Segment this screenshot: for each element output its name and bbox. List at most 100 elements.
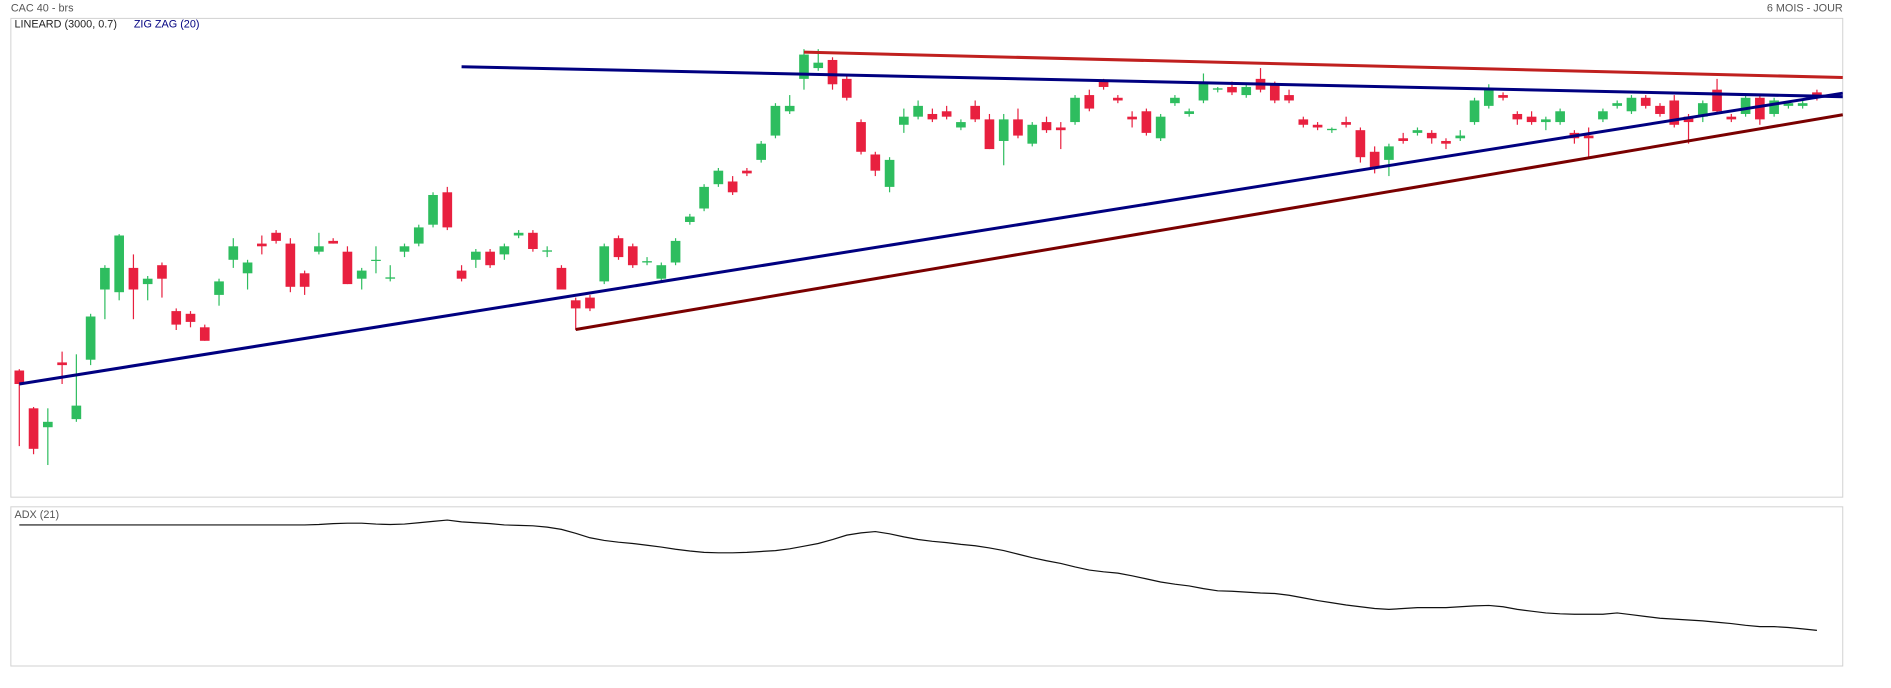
- candle-body: [1755, 97, 1765, 120]
- candle-body: [1640, 97, 1651, 106]
- legend-entry: LINEARD (3000, 0.7): [14, 18, 116, 30]
- candle-body: [642, 261, 652, 263]
- candle-body: [1013, 119, 1023, 136]
- candle-body: [1341, 122, 1351, 125]
- candle-body: [599, 246, 610, 282]
- candle-body: [199, 327, 210, 341]
- candle-body: [1212, 88, 1223, 90]
- candle-body: [85, 316, 96, 360]
- candle-body: [171, 311, 182, 325]
- candle-body: [856, 122, 866, 152]
- candle-body: [1683, 116, 1694, 123]
- legend-entry: ZIG ZAG (20): [134, 18, 200, 30]
- candle-body: [870, 154, 881, 171]
- candle-body: [1769, 100, 1779, 114]
- candle-body: [1598, 111, 1608, 120]
- candle-body: [1555, 111, 1565, 123]
- candle-body: [242, 262, 253, 274]
- candle-body: [984, 119, 995, 150]
- candle-body: [1155, 116, 1166, 139]
- candle-body: [1541, 119, 1551, 123]
- candle-body: [742, 170, 752, 174]
- candle-body: [713, 170, 724, 185]
- mark-layer: [14, 49, 1844, 631]
- candle-body: [1327, 128, 1337, 131]
- candle-body: [328, 240, 338, 244]
- candle-body: [1697, 103, 1708, 117]
- candle-body: [271, 232, 281, 241]
- candle-body: [214, 281, 224, 295]
- candle-body: [1797, 103, 1808, 106]
- candle-body: [1027, 124, 1038, 144]
- candle-body: [813, 62, 824, 69]
- candle-body: [1184, 111, 1195, 114]
- candle-body: [471, 251, 481, 260]
- candle-body: [185, 313, 196, 322]
- period-label: 6 MOIS - JOUR: [1767, 3, 1843, 15]
- candle-body: [1783, 103, 1794, 106]
- candle-body: [314, 246, 324, 252]
- candle-body: [285, 243, 296, 287]
- candle-body: [627, 246, 638, 266]
- candle-body: [513, 232, 524, 236]
- candle-body: [1526, 116, 1537, 123]
- candle-body: [1070, 97, 1080, 123]
- label-layer: LINEARD (3000, 0.7) ZIG ZAG (20) ADX (21): [14, 18, 199, 521]
- candle-body: [1612, 103, 1623, 106]
- candle-body: [799, 54, 809, 79]
- trend-line: [803, 50, 1843, 80]
- candle-body: [1227, 86, 1237, 93]
- candle-body: [1455, 135, 1466, 139]
- candle-body: [1498, 95, 1508, 98]
- candle-body: [71, 405, 82, 420]
- candle-body: [228, 246, 239, 260]
- candle-body: [528, 232, 538, 249]
- candle-body: [456, 270, 467, 279]
- candle-body: [1113, 97, 1123, 101]
- candle-body: [841, 78, 852, 98]
- candle-body: [1426, 132, 1437, 139]
- candle-body: [57, 362, 67, 366]
- candle-body: [913, 105, 923, 117]
- candle-body: [413, 227, 424, 244]
- candle-body: [1098, 81, 1109, 87]
- candle-body: [157, 265, 167, 279]
- candle-body: [1170, 97, 1180, 104]
- candle-body: [342, 251, 353, 285]
- candle-body: [1127, 116, 1137, 120]
- trend-line: [19, 91, 1843, 386]
- candle-body: [356, 270, 367, 279]
- candle-body: [585, 297, 595, 309]
- candle-body: [556, 267, 567, 290]
- candle-body: [884, 159, 895, 187]
- candle-body: [1512, 113, 1523, 120]
- trend-line: [575, 113, 1844, 331]
- adx-line: [19, 519, 1817, 631]
- candle-body: [956, 122, 966, 128]
- candle-body: [1298, 119, 1309, 125]
- candle-body: [43, 421, 53, 428]
- candle-body: [1312, 124, 1323, 128]
- candle-body: [28, 408, 39, 449]
- adx-panel: [10, 506, 1844, 667]
- candle-body: [299, 273, 310, 287]
- candle-body: [570, 300, 581, 309]
- candle-body: [770, 105, 781, 136]
- candle-body: [14, 370, 25, 385]
- candle-body: [499, 246, 510, 255]
- candle-body: [727, 181, 738, 193]
- candle-body: [399, 246, 410, 252]
- candle-body: [100, 267, 110, 290]
- candle-body: [442, 192, 453, 228]
- candle-body: [1469, 100, 1480, 123]
- candle-body: [1041, 122, 1052, 131]
- candle-body: [1284, 95, 1294, 101]
- candle-body: [998, 119, 1009, 141]
- candle-body: [1441, 140, 1451, 144]
- candle-body: [1483, 89, 1494, 106]
- candle-body: [1141, 111, 1152, 133]
- instrument-title: CAC 40 - brs: [11, 3, 74, 15]
- candle-body: [542, 250, 552, 252]
